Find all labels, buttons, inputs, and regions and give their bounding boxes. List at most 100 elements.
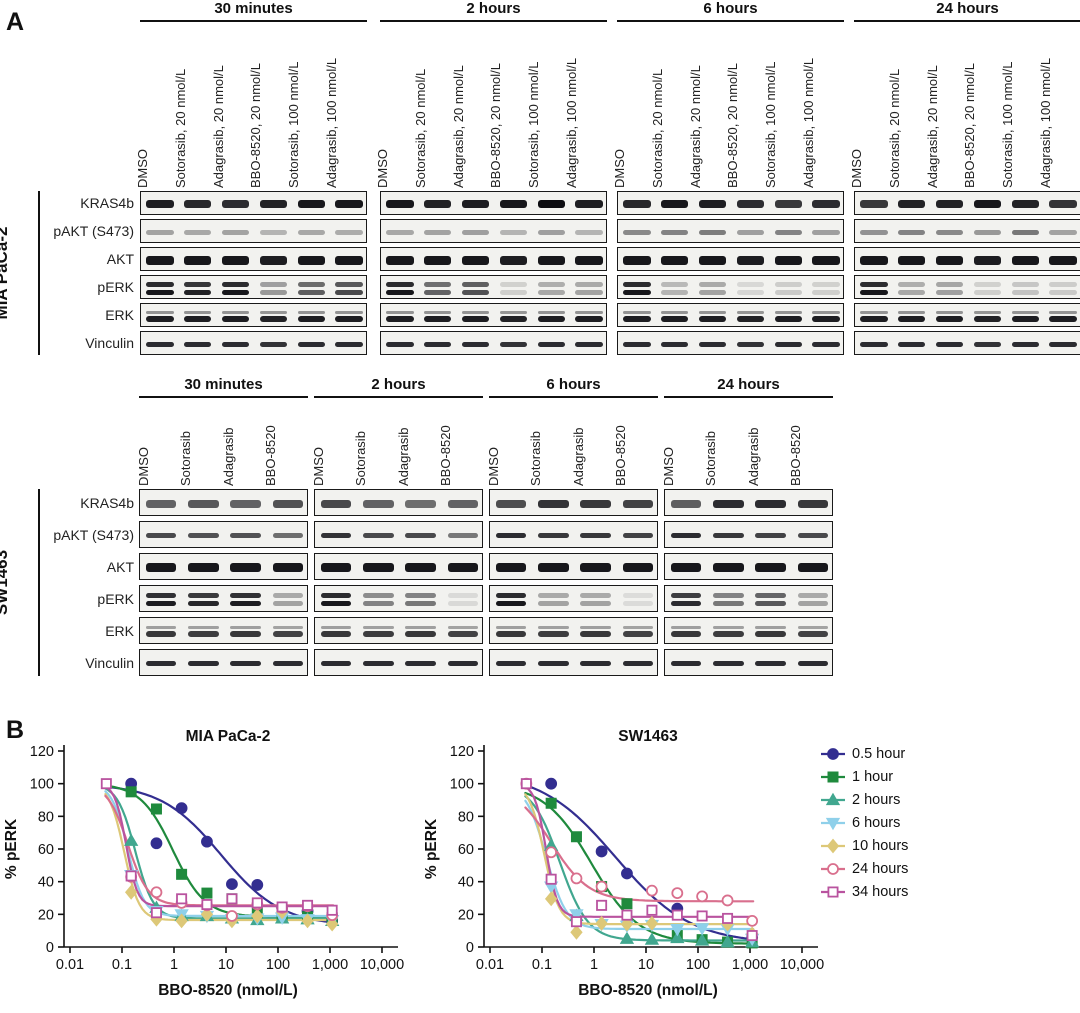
band-lower <box>774 289 802 295</box>
y-tick-label: 120 <box>450 744 474 760</box>
x-tick-label: 1,000 <box>312 957 348 973</box>
band-lower <box>405 601 436 606</box>
band-upper <box>580 626 611 629</box>
band-lower <box>184 289 212 295</box>
band-upper <box>898 281 926 287</box>
data-point-2-hours <box>619 931 635 944</box>
time-header: 24 hours <box>936 0 999 17</box>
band <box>774 341 802 347</box>
band <box>146 200 174 208</box>
band-upper <box>188 593 219 598</box>
band <box>661 229 689 235</box>
band <box>812 341 840 347</box>
blot-box <box>380 275 607 299</box>
band-upper <box>495 593 527 598</box>
x-tick-label: 10,000 <box>780 957 824 973</box>
data-point-0.5-hour <box>621 867 633 880</box>
band <box>622 563 654 572</box>
band <box>973 341 1002 347</box>
data-point-1-hour <box>150 803 162 815</box>
fit-curve-0.5-hour <box>524 783 755 941</box>
lane-label: DMSO <box>134 149 150 188</box>
legend-label: 34 hours <box>852 883 909 900</box>
band-upper <box>230 593 261 598</box>
lane-label: BBO-8520, 20 nmol/L <box>962 62 978 188</box>
blot-box <box>139 617 308 644</box>
data-point-24-hours <box>721 894 734 907</box>
row-label: ERK <box>105 622 134 639</box>
band-upper <box>146 281 174 287</box>
band-upper <box>713 626 744 629</box>
band <box>335 255 363 265</box>
band-lower <box>622 601 654 606</box>
lane-label: Sotorasib, 20 nmol/L <box>172 68 188 188</box>
band <box>622 533 654 538</box>
band-lower <box>797 631 829 637</box>
data-point-34-hours <box>150 907 162 919</box>
band <box>184 229 212 235</box>
band-upper <box>774 281 802 287</box>
data-point-0.5-hour <box>251 879 264 891</box>
blot-box <box>139 553 308 580</box>
band <box>386 200 414 208</box>
y-tick-label: 100 <box>450 777 474 793</box>
band-lower <box>973 315 1002 322</box>
band <box>1049 255 1077 265</box>
band <box>1011 200 1039 208</box>
band-lower <box>623 289 651 295</box>
data-point-1-hour <box>621 898 633 910</box>
lane-label: Adagrasib <box>570 427 586 486</box>
band <box>495 499 527 508</box>
band-upper <box>623 310 651 314</box>
data-point-10-hours <box>544 891 558 907</box>
fit-curve-34-hours <box>524 785 755 918</box>
data-point-34-hours <box>545 873 557 885</box>
blot-box <box>139 521 308 548</box>
band-lower <box>538 601 569 606</box>
band-lower <box>713 631 744 637</box>
band <box>623 200 651 208</box>
band-upper <box>424 281 452 287</box>
band-lower <box>860 289 888 295</box>
x-tick-label: 0.01 <box>56 957 84 973</box>
band <box>386 229 414 235</box>
band-upper <box>623 281 651 287</box>
blot-box <box>664 521 833 548</box>
band <box>499 341 528 347</box>
band-lower <box>259 315 288 322</box>
band-lower <box>1011 289 1039 295</box>
band <box>146 255 174 265</box>
band-upper <box>670 593 702 598</box>
band <box>424 255 452 265</box>
row-label: pERK <box>97 590 134 607</box>
band <box>495 563 527 572</box>
band-upper <box>538 593 569 598</box>
band-upper <box>188 626 219 629</box>
band-lower <box>335 315 363 322</box>
band-upper <box>575 281 603 287</box>
band-upper <box>860 310 888 314</box>
data-point-10-hours <box>595 915 608 931</box>
band-upper <box>736 310 765 314</box>
x-tick-label: 10,000 <box>360 957 404 973</box>
band-upper <box>698 310 727 314</box>
band <box>320 563 352 572</box>
band-upper <box>145 593 177 598</box>
blot-box <box>139 649 308 676</box>
band-lower <box>188 601 219 606</box>
band <box>537 229 565 235</box>
band-upper <box>221 310 250 314</box>
band-lower <box>184 315 212 322</box>
data-point-0.5-hour <box>175 802 188 815</box>
lane-label: DMSO <box>311 447 327 486</box>
band-lower <box>898 315 926 322</box>
band <box>898 255 926 265</box>
band <box>335 200 363 208</box>
band <box>297 255 325 265</box>
band <box>898 341 926 347</box>
blot-box <box>140 275 367 299</box>
data-point-10-hours <box>645 915 659 931</box>
band-lower <box>363 631 394 637</box>
band <box>405 499 436 508</box>
band-upper <box>184 310 212 314</box>
